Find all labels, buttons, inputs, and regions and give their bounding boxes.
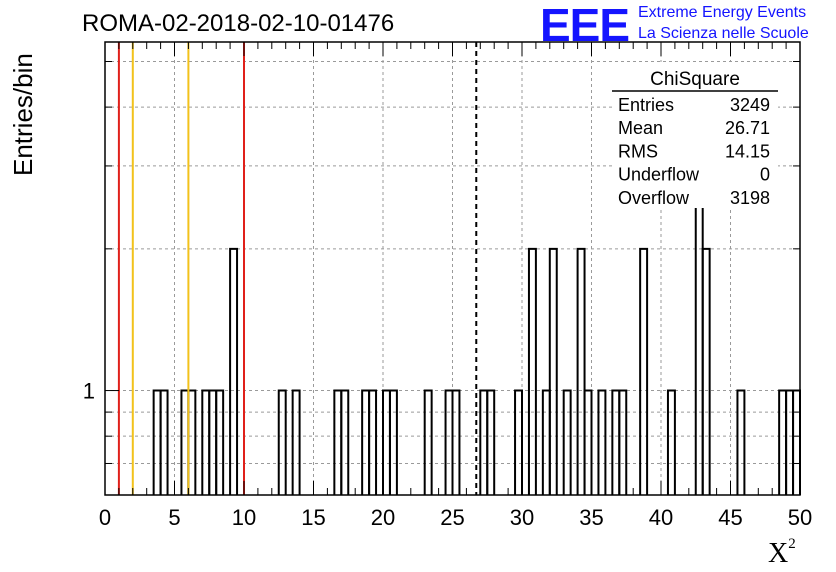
x-tick-label: 35	[579, 505, 603, 530]
histogram-bin	[187, 389, 197, 495]
histogram-bin	[597, 389, 607, 495]
histogram-bin	[694, 164, 704, 495]
x-tick-label: 15	[301, 505, 325, 530]
histogram-bin	[215, 389, 225, 495]
histogram-bin	[340, 389, 350, 495]
stats-row-label: RMS	[618, 141, 658, 161]
x-tick-label: 10	[232, 505, 256, 530]
x-axis-label: X2	[768, 536, 796, 570]
stats-row-label: Underflow	[618, 165, 700, 185]
histogram-bin	[548, 247, 558, 495]
histogram-bin	[291, 389, 301, 495]
stats-row-label: Entries	[618, 95, 674, 115]
histogram-bars	[152, 164, 801, 495]
x-tick-label: 50	[788, 505, 812, 530]
histogram-bin	[736, 389, 746, 495]
histogram-bin	[229, 247, 239, 495]
x-axis-label-text: X	[768, 538, 789, 569]
stats-row-value: 26.71	[725, 118, 770, 138]
histogram-bin	[382, 389, 391, 495]
histogram-bin	[479, 389, 489, 495]
histogram-bin	[618, 389, 628, 495]
stats-row-value: 3249	[730, 95, 770, 115]
histogram-bin	[361, 389, 371, 495]
x-tick-label: 45	[718, 505, 742, 530]
stats-row-value: 14.15	[725, 141, 770, 161]
histogram-bin	[333, 389, 343, 495]
histogram-bin	[583, 389, 593, 495]
histogram-bin	[486, 389, 496, 495]
histogram-bin	[562, 389, 572, 495]
histogram-bin	[611, 389, 621, 495]
histogram-bin	[514, 389, 523, 495]
stats-row-label: Overflow	[618, 188, 690, 208]
histogram-bin	[541, 389, 551, 495]
stats-box-background	[612, 62, 778, 208]
axes-layer: 0 5 10 15 20 25 30 35 40 45 50 1	[83, 41, 812, 530]
x-tick-label: 25	[440, 505, 464, 530]
histogram-bin	[159, 389, 169, 495]
stats-row-label: Mean	[618, 118, 663, 138]
x-tick-label: 20	[371, 505, 395, 530]
x-axis-label-superscript: 2	[788, 536, 796, 552]
histogram-bin	[666, 389, 676, 495]
histogram-bin	[576, 247, 586, 495]
x-tick-label: 40	[649, 505, 673, 530]
histogram-bin	[778, 389, 788, 495]
histogram-bin	[388, 389, 398, 495]
chart-title: ROMA-02-2018-02-10-01476	[82, 10, 395, 37]
x-tick-label: 0	[99, 505, 111, 530]
histogram-bin	[527, 247, 537, 495]
histogram-bin	[639, 247, 649, 495]
histogram-bin	[701, 247, 711, 495]
logo-line-2: La Scienza nelle Scuole	[638, 25, 809, 42]
x-tick-label: 5	[168, 505, 180, 530]
logo-line-1: Extreme Energy Events	[638, 4, 807, 21]
histogram-bin	[785, 389, 795, 495]
histogram-bin	[201, 389, 211, 495]
stats-box: ChiSquare Entries 3249 Mean 26.71 RMS 14.15 Und…	[612, 62, 778, 208]
histogram-bin	[444, 389, 454, 495]
histogram-bin	[451, 389, 461, 495]
stats-box-title: ChiSquare	[650, 69, 740, 90]
y-tick-label: 1	[83, 379, 95, 404]
histogram-bin	[368, 389, 378, 495]
histogram-bin	[277, 389, 287, 495]
histogram-bin	[180, 389, 190, 495]
stats-row-value: 3198	[730, 188, 770, 208]
histogram-bin	[152, 389, 162, 495]
stats-row-value: 0	[760, 165, 770, 185]
histogram-bin	[423, 389, 433, 495]
histogram-bin	[792, 389, 801, 495]
marker-lines	[117, 42, 478, 495]
histogram-bin	[208, 389, 218, 495]
x-tick-label: 30	[510, 505, 534, 530]
